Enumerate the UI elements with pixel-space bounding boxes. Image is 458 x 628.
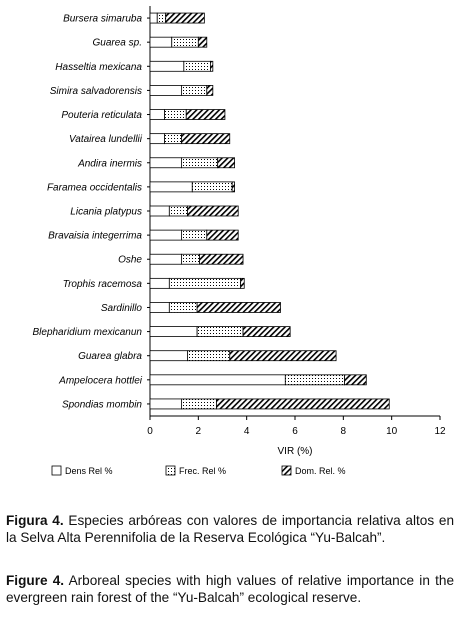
bar-segment-frec <box>168 205 188 217</box>
x-axis: 0 2 4 6 8 10 12 <box>147 416 446 437</box>
caption-spanish-label: Figura 4. <box>6 513 64 528</box>
bar-segment-dom <box>206 85 214 96</box>
category-label: Hasseltia mexicana <box>55 62 142 73</box>
bar-segment-dens <box>149 181 193 193</box>
bar-segment-dens <box>149 302 170 313</box>
x-tick-label: 4 <box>244 426 250 437</box>
bar-segment-dens <box>149 109 165 120</box>
bar-segment-dom <box>187 205 239 217</box>
bar-segment-frec <box>164 133 182 145</box>
legend-swatch <box>281 465 292 476</box>
category-label: Guarea sp. <box>93 38 142 49</box>
caption-english: Figure 4. Arboreal species with high val… <box>6 572 454 606</box>
category-label: Pouteria reticulata <box>61 110 142 121</box>
bar-segment-dom <box>210 60 214 72</box>
bar-segment-dens <box>149 12 158 24</box>
bar-segment-dens <box>149 85 182 96</box>
bar-segment-frec <box>168 277 242 289</box>
bar-segment-dens <box>149 277 170 289</box>
bar-segment-frec <box>168 302 198 313</box>
bar-segment-dens <box>149 253 182 265</box>
legend-swatch <box>51 465 62 476</box>
bar-segment-frec <box>181 85 208 96</box>
bar-segment-dens <box>149 36 173 48</box>
bar-segment-dom <box>216 398 390 410</box>
bar-segment-frec <box>183 60 211 72</box>
bar-segment-frec <box>191 181 233 193</box>
bar-segment-frec <box>181 157 219 169</box>
bars-group <box>149 12 390 410</box>
bar-segment-frec <box>187 350 231 362</box>
category-label: Bravaisia integerrima <box>48 231 142 242</box>
bar-segment-dens <box>149 398 182 410</box>
bar-segment-frec <box>284 374 345 386</box>
bar-segment-dom <box>196 302 281 313</box>
bar-segment-dom <box>199 253 244 265</box>
x-tick-label: 2 <box>196 426 202 437</box>
bar-segment-frec <box>171 36 199 48</box>
category-label: Licania platypus <box>70 207 142 218</box>
category-label: Oshe <box>118 255 142 266</box>
bar-segment-frec <box>164 109 187 120</box>
category-label: Andira inermis <box>77 158 142 169</box>
category-label: Ampelocera hottlei <box>58 375 143 386</box>
bar-segment-frec <box>181 229 208 241</box>
bar-segment-dom <box>165 12 205 24</box>
category-label: Spondias mombin <box>62 399 142 410</box>
bar-segment-dom <box>181 133 231 145</box>
caption-english-label: Figure 4. <box>6 573 65 588</box>
category-label: Blepharidium mexicanun <box>32 327 142 338</box>
bar-segment-dom <box>197 36 208 48</box>
bar-segment-dens <box>149 133 165 145</box>
category-label: Vatairea lundellii <box>69 134 143 145</box>
bar-segment-dom <box>217 157 235 169</box>
x-tick-label: 8 <box>341 426 347 437</box>
caption-spanish-text: Especies arbóreas con valores de importa… <box>6 513 455 545</box>
caption-english-text: Arboreal species with high values of rel… <box>6 573 455 605</box>
x-tick-label: 12 <box>434 426 446 437</box>
category-label: Sardinillo <box>101 303 143 314</box>
category-label: Guarea glabra <box>78 351 142 362</box>
vir-stacked-bar-chart: Bursera simaruba Guarea sp. Hasseltia mexi… <box>32 6 446 476</box>
x-tick-label: 6 <box>292 426 298 437</box>
bar-segment-frec <box>181 253 200 265</box>
legend-swatch <box>165 465 176 476</box>
bar-segment-dom <box>206 229 239 241</box>
legend-label: Dens Rel % <box>65 466 113 476</box>
bar-segment-frec <box>156 12 167 24</box>
bar-segment-dens <box>149 205 170 217</box>
bar-segment-dom <box>344 374 367 386</box>
bar-segment-dom <box>185 109 226 120</box>
bar-segment-frec <box>181 398 217 410</box>
bar-segment-dens <box>149 326 198 337</box>
bar-segment-dom <box>240 277 245 289</box>
bar-segment-dom <box>242 326 291 337</box>
bar-segment-dom <box>229 350 337 362</box>
legend: Dens Rel % Frec. Rel % Dom. Rel. % <box>51 465 346 476</box>
x-tick-label: 10 <box>386 426 398 437</box>
x-axis-title: VIR (%) <box>278 446 313 457</box>
bar-segment-dens <box>149 229 182 241</box>
category-labels: Bursera simaruba Guarea sp. Hasseltia mexi… <box>32 14 150 410</box>
bar-segment-dens <box>149 374 286 386</box>
legend-label: Dom. Rel. % <box>295 466 346 476</box>
caption-spanish: Figura 4. Especies arbóreas con valores … <box>6 512 454 546</box>
bar-segment-frec <box>196 326 244 337</box>
category-label: Faramea occidentalis <box>47 182 142 193</box>
x-tick-label: 0 <box>147 426 153 437</box>
bar-segment-dens <box>149 350 188 362</box>
bar-segment-dom <box>231 181 235 193</box>
category-label: Bursera simaruba <box>63 14 142 25</box>
category-label: Trophis racemosa <box>63 279 143 290</box>
category-label: Simira salvadorensis <box>50 86 142 97</box>
bar-segment-dens <box>149 60 185 72</box>
bar-segment-dens <box>149 157 182 169</box>
legend-label: Frec. Rel % <box>179 466 226 476</box>
